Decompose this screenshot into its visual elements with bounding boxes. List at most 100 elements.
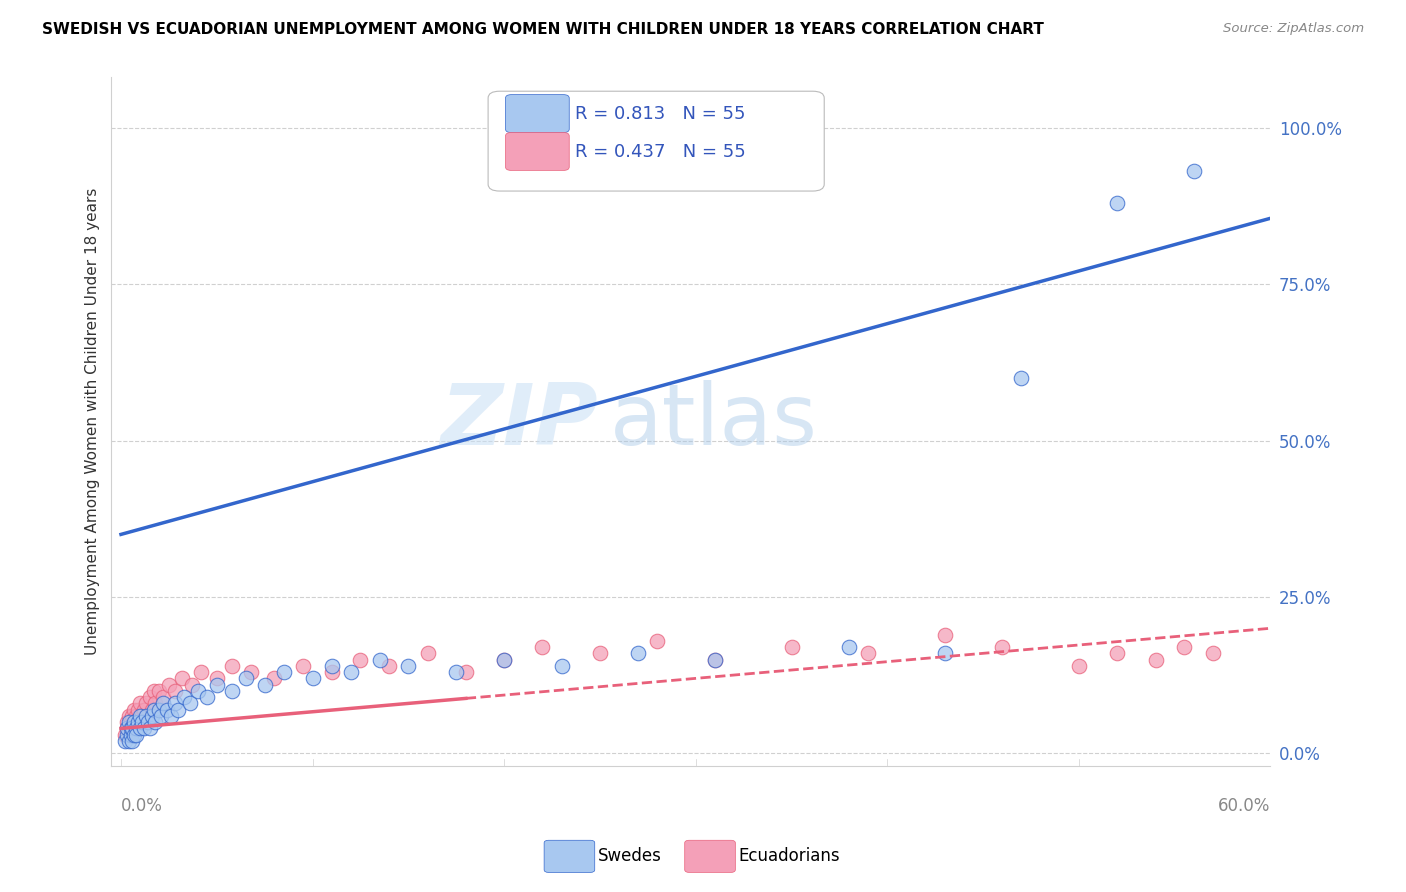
Point (856, 646, 879, 660)
Point (172, 672, 194, 686)
Point (118, 715, 141, 730)
Y-axis label: Unemployment Among Women with Children Under 18 years: Unemployment Among Women with Children U… (86, 188, 100, 656)
FancyBboxPatch shape (506, 133, 569, 170)
Point (550, 658, 572, 673)
Point (118, 709, 141, 723)
Point (934, 646, 956, 660)
FancyBboxPatch shape (506, 95, 569, 133)
Text: Ecuadorians: Ecuadorians (738, 847, 839, 865)
Point (152, 697, 174, 711)
Point (934, 627, 956, 641)
Point (114, 728, 136, 742)
Point (1202, 646, 1225, 660)
Point (157, 678, 180, 692)
Point (120, 722, 142, 736)
Point (589, 646, 612, 660)
Point (531, 640, 554, 654)
Point (129, 709, 152, 723)
Point (135, 697, 157, 711)
Point (167, 703, 190, 717)
Point (173, 690, 195, 705)
Point (127, 703, 149, 717)
Point (129, 722, 152, 736)
Point (221, 684, 243, 698)
Point (150, 709, 173, 723)
Point (205, 678, 228, 692)
Point (396, 658, 419, 673)
Point (132, 703, 155, 717)
Point (627, 646, 650, 660)
Point (263, 672, 285, 686)
Text: Swedes: Swedes (598, 847, 661, 865)
Point (273, 665, 295, 679)
Point (131, 715, 153, 730)
Point (136, 715, 159, 730)
Point (124, 728, 146, 742)
Point (205, 672, 228, 686)
Point (129, 715, 152, 730)
Point (378, 658, 401, 673)
Point (141, 709, 163, 723)
Text: ZIP: ZIP (440, 380, 598, 463)
Point (163, 684, 186, 698)
Point (446, 665, 468, 679)
Text: SWEDISH VS ECUADORIAN UNEMPLOYMENT AMONG WOMEN WITH CHILDREN UNDER 18 YEARS CORR: SWEDISH VS ECUADORIAN UNEMPLOYMENT AMONG… (42, 22, 1045, 37)
Point (187, 684, 209, 698)
Point (494, 652, 516, 666)
Point (114, 734, 136, 748)
Point (141, 703, 163, 717)
Point (125, 728, 148, 742)
Point (703, 652, 725, 666)
Point (1144, 652, 1167, 666)
Point (159, 709, 181, 723)
Point (454, 665, 477, 679)
Point (190, 665, 212, 679)
Point (1107, 646, 1129, 660)
Point (291, 658, 314, 673)
Point (125, 722, 148, 736)
Point (115, 715, 138, 730)
Point (1010, 371, 1032, 385)
Point (127, 715, 149, 730)
Point (180, 678, 202, 692)
Point (118, 734, 141, 748)
Point (321, 658, 343, 673)
Point (120, 722, 142, 736)
Point (494, 652, 516, 666)
Point (124, 715, 146, 730)
Point (838, 640, 860, 654)
Point (125, 715, 148, 730)
Point (253, 678, 276, 692)
Point (120, 728, 142, 742)
Point (142, 703, 165, 717)
Point (142, 684, 165, 698)
Point (138, 722, 160, 736)
Point (416, 646, 439, 660)
Point (368, 652, 391, 666)
Text: R = 0.813   N = 55: R = 0.813 N = 55 (575, 105, 745, 123)
Point (121, 709, 143, 723)
Point (124, 703, 146, 717)
Point (124, 715, 146, 730)
Text: R = 0.437   N = 55: R = 0.437 N = 55 (575, 143, 745, 161)
Point (1173, 640, 1195, 654)
Point (132, 722, 155, 736)
Point (301, 672, 323, 686)
Point (349, 652, 371, 666)
Point (1107, 195, 1129, 210)
Point (121, 722, 143, 736)
Text: atlas: atlas (610, 380, 818, 463)
Point (145, 715, 167, 730)
Point (703, 652, 725, 666)
Point (195, 690, 218, 705)
Point (148, 684, 170, 698)
Point (1182, 164, 1205, 178)
Point (115, 722, 138, 736)
Point (129, 697, 152, 711)
Point (179, 697, 201, 711)
Text: 60.0%: 60.0% (1218, 797, 1271, 814)
Text: 0.0%: 0.0% (121, 797, 163, 814)
Point (135, 709, 157, 723)
Point (121, 722, 143, 736)
Point (221, 658, 243, 673)
